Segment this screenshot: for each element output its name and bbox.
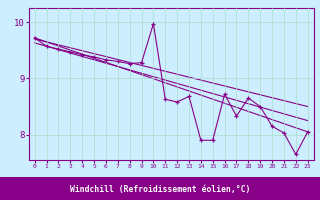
Text: Windchill (Refroidissement éolien,°C): Windchill (Refroidissement éolien,°C) (70, 185, 250, 194)
